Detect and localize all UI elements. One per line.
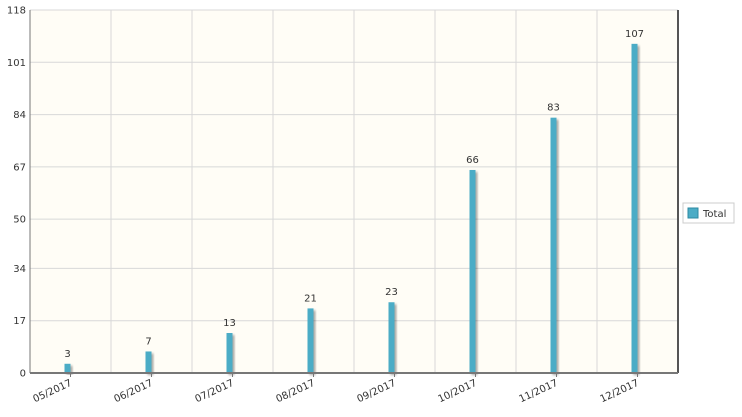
bar (307, 308, 314, 373)
data-label: 66 (466, 155, 479, 166)
bar (64, 363, 71, 373)
data-label: 23 (385, 287, 398, 298)
x-tick-label: 05/2017 (31, 378, 73, 406)
y-tick-label: 101 (7, 58, 26, 69)
x-tick-label: 06/2017 (112, 378, 154, 406)
legend-swatch-total (687, 207, 699, 219)
data-label: 107 (625, 29, 644, 40)
data-label: 83 (547, 103, 560, 114)
bar (226, 333, 233, 373)
data-label: 3 (64, 349, 70, 360)
legend-label-total: Total (702, 209, 726, 220)
x-tick-label: 08/2017 (274, 378, 316, 406)
y-tick-label: 17 (13, 316, 26, 327)
y-tick-label: 34 (13, 264, 26, 275)
data-label: 7 (145, 336, 151, 347)
bar (550, 117, 557, 373)
data-label: 21 (304, 293, 317, 304)
y-tick-label: 0 (20, 369, 26, 380)
y-tick-label: 84 (13, 110, 26, 121)
legend: Total (682, 202, 735, 224)
x-tick-label: 10/2017 (436, 378, 478, 406)
x-tick-label: 11/2017 (517, 378, 559, 406)
y-tick-label: 67 (13, 162, 26, 173)
x-tick-label: 09/2017 (355, 378, 397, 406)
bar (388, 302, 395, 373)
x-tick-label: 12/2017 (598, 378, 640, 406)
bar (631, 43, 638, 373)
bar (469, 169, 476, 373)
bars: 3 7 13 21 23 66 83 107 (64, 29, 644, 373)
y-tick-label: 118 (7, 6, 26, 17)
data-label: 13 (223, 318, 236, 329)
grid (30, 9, 678, 373)
y-tick-label: 50 (13, 215, 26, 226)
bar (145, 351, 152, 373)
x-tick-label: 07/2017 (193, 378, 235, 406)
